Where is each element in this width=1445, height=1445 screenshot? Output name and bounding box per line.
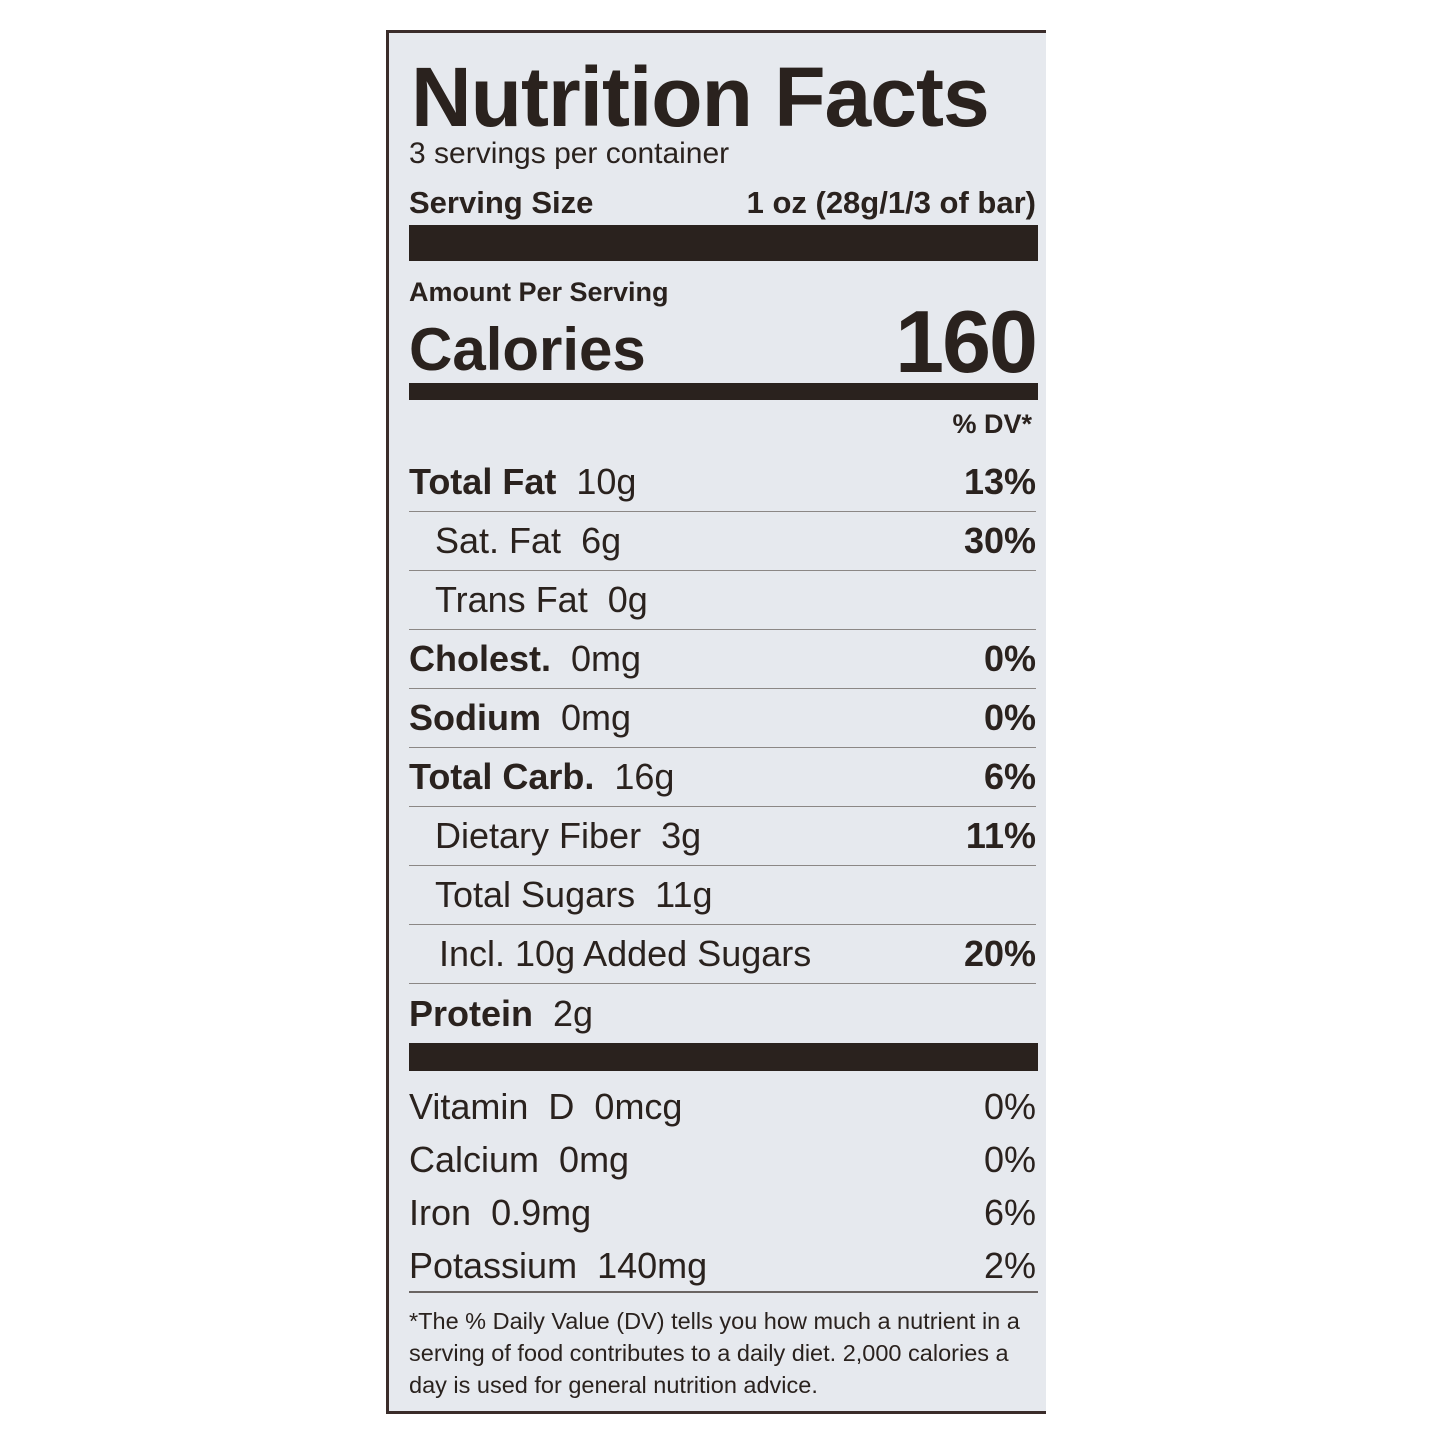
vitamin-row: Vitamin D 0mcg 0% — [409, 1080, 1036, 1133]
calories-value: 160 — [895, 292, 1038, 391]
nutrient-amount: 3g — [661, 815, 702, 856]
footnote: *The % Daily Value (DV) tells you how mu… — [409, 1308, 1020, 1398]
nutrient-row: Total Sugars 11g — [409, 866, 1036, 925]
nutrient-dv: 13% — [963, 461, 1036, 502]
nutrient-dv: 0% — [983, 638, 1036, 679]
amount-per-serving: Amount Per Serving — [409, 277, 669, 307]
nutrient-name: Total Sugars — [435, 874, 636, 915]
medium-divider — [409, 383, 1038, 400]
thick-divider — [409, 225, 1038, 261]
nutrient-row: Cholest. 0mg 0% — [409, 630, 1036, 689]
nutrient-amount: 2g — [553, 992, 594, 1034]
dv-header: % DV* — [952, 409, 1032, 439]
nutrient-name: Total Fat — [409, 461, 557, 502]
nutrient-name: Sat. Fat — [435, 520, 562, 561]
vitamin-name: Calcium — [409, 1138, 540, 1180]
vitamin-amount: 140mg — [597, 1244, 708, 1286]
thick-divider — [409, 1043, 1038, 1071]
divider — [409, 1291, 1038, 1293]
vitamin-name: Potassium — [409, 1244, 578, 1286]
nutrition-facts-panel: Nutrition Facts 3 servings per container… — [386, 30, 1046, 1414]
nutrient-name: Incl. 10g Added Sugars — [439, 933, 812, 974]
nutrient-dv: 6% — [983, 756, 1036, 797]
nutrient-name: Trans Fat — [435, 579, 588, 620]
serving-size: Serving Size 1 oz (28g/1/3 of bar) — [409, 185, 1036, 221]
nutrient-dv: 30% — [963, 520, 1036, 561]
nutrient-amount: 16g — [614, 756, 675, 797]
nutrient-name: Cholest. — [409, 638, 552, 679]
nutrient-amount: 0mg — [561, 697, 632, 738]
vitamin-name: Vitamin D — [409, 1085, 575, 1127]
nutrient-name: Total Carb. — [409, 756, 595, 797]
vitamin-dv: 6% — [983, 1191, 1036, 1233]
vitamin-dv: 2% — [983, 1244, 1036, 1286]
nutrient-name: Protein — [409, 992, 534, 1034]
vitamin-amount: 0mcg — [594, 1085, 683, 1127]
nutrient-amount: 0mg — [571, 638, 642, 679]
nutrient-row: Total Carb. 16g 6% — [409, 748, 1036, 807]
servings-per-container: 3 servings per container — [409, 137, 730, 170]
vitamin-row: Potassium 140mg 2% — [409, 1239, 1036, 1292]
serving-size-value: 1 oz (28g/1/3 of bar) — [746, 185, 1036, 220]
serving-size-label: Serving Size — [409, 185, 594, 220]
vitamin-amount: 0.9mg — [491, 1191, 592, 1233]
nutrient-amount: 0g — [607, 579, 648, 620]
nutrient-row: Trans Fat 0g — [409, 571, 1036, 630]
nutrient-dv: 0% — [983, 697, 1036, 738]
nutrient-amount: 11g — [655, 874, 713, 915]
vitamin-dv: 0% — [983, 1085, 1036, 1127]
nutrient-name: Dietary Fiber — [435, 815, 642, 856]
nutrient-row: Total Fat 10g 13% — [409, 453, 1036, 512]
nutrient-amount: 10g — [576, 461, 637, 502]
nutrient-row: Dietary Fiber 3g 11% — [409, 807, 1036, 866]
nutrient-amount: 6g — [581, 520, 622, 561]
label-title: Nutrition Facts — [411, 50, 990, 144]
nutrient-dv: 11% — [965, 815, 1036, 856]
nutrient-row: Sodium 0mg 0% — [409, 689, 1036, 748]
vitamin-row: Iron 0.9mg 6% — [409, 1186, 1036, 1239]
vitamin-dv: 0% — [983, 1138, 1036, 1180]
vitamin-amount: 0mg — [559, 1138, 630, 1180]
calories-label: Calories — [409, 316, 646, 383]
vitamin-name: Iron — [409, 1191, 472, 1233]
nutrient-name: Sodium — [409, 697, 541, 738]
nutrient-row: Sat. Fat 6g 30% — [409, 512, 1036, 571]
vitamin-row: Calcium 0mg 0% — [409, 1133, 1036, 1186]
nutrient-row: Incl. 10g Added Sugars 20% — [409, 925, 1036, 984]
nutrient-row: Protein 2g — [409, 984, 1036, 1043]
nutrient-dv: 20% — [963, 933, 1036, 974]
